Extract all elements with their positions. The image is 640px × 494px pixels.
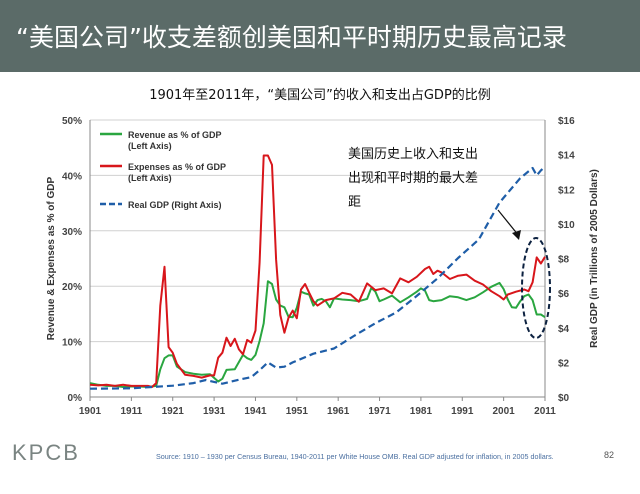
x-tick-label: 2011 [534, 406, 556, 417]
x-tick-label: 1931 [203, 406, 226, 417]
annotation-text: 美国历史上收入和支出 [348, 147, 478, 162]
y-right-tick-label: $14 [558, 151, 575, 162]
y-right-tick-label: $0 [558, 393, 570, 404]
legend-label: Revenue as % of GDP [128, 130, 222, 140]
legend-label: Expenses as % of GDP [128, 162, 226, 172]
y-left-tick-label: 30% [62, 227, 82, 238]
series-line-1 [89, 154, 546, 388]
slide-title: “美国公司”收支差额创美国和平时期历史最高记录 [16, 23, 567, 52]
legend-label: Real GDP (Right Axis) [128, 200, 222, 210]
y-left-tick-label: 10% [62, 338, 82, 349]
highlight-ellipse [521, 237, 551, 339]
x-tick-label: 1951 [286, 406, 309, 417]
x-tick-label: 1911 [121, 406, 143, 417]
x-tick-label: 1901 [79, 406, 102, 417]
y-right-tick-label: $16 [558, 116, 575, 127]
x-tick-label: 1991 [451, 406, 474, 417]
y-left-tick-label: 0% [68, 393, 83, 404]
x-tick-label: 2001 [493, 406, 516, 417]
page-number: 82 [604, 450, 615, 460]
source-note: Source: 1910 – 1930 per Census Bureau, 1… [156, 452, 554, 461]
annotation-text: 出现和平时期的最大差 [348, 170, 478, 186]
legend-sub-label: (Left Axis) [128, 141, 172, 151]
kpcb-logo: KPCB [12, 440, 80, 465]
series-line-2 [89, 165, 546, 390]
y-right-tick-label: $6 [558, 289, 570, 300]
chart-subtitle: 1901年至2011年，“美国公司”的收入和支出占GDP的比例 [149, 88, 491, 103]
x-tick-label: 1941 [244, 406, 267, 417]
title-bar: “美国公司”收支差额创美国和平时期历史最高记录 [0, 0, 640, 72]
y-right-tick-label: $8 [558, 255, 570, 266]
y-left-tick-label: 40% [62, 171, 82, 182]
y-right-axis-title: Real GDP (in Trillions of 2005 Dollars) [589, 169, 600, 348]
y-right-tick-label: $12 [558, 185, 575, 196]
legend-sub-label: (Left Axis) [128, 173, 172, 183]
y-right-tick-label: $10 [558, 220, 575, 231]
x-tick-label: 1971 [368, 406, 391, 417]
y-right-tick-label: $2 [558, 358, 570, 369]
y-left-tick-label: 20% [62, 282, 82, 293]
y-left-tick-label: 50% [62, 116, 82, 127]
annotation-arrow [497, 209, 520, 237]
annotation-arrowhead [512, 230, 521, 240]
x-tick-label: 1921 [162, 406, 185, 417]
x-tick-label: 1981 [410, 406, 433, 417]
x-tick-label: 1961 [327, 406, 350, 417]
annotation-text: 距 [348, 195, 361, 210]
y-right-tick-label: $4 [558, 324, 570, 335]
y-left-axis-title: Revenue & Expenses as % of GDP [46, 176, 57, 340]
